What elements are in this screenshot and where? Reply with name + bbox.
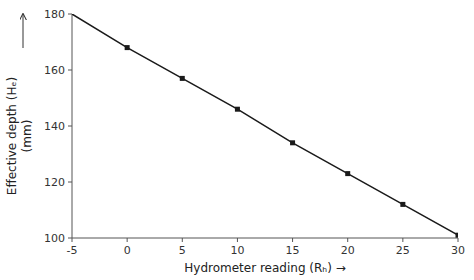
x-tick [292,238,293,242]
x-tick [72,238,73,242]
data-point [456,233,459,238]
data-point [290,140,295,145]
x-tick-label: 5 [179,244,186,257]
x-axis-line [72,238,458,239]
data-point [180,76,185,81]
x-tick-label: 20 [341,244,355,257]
x-tick [127,238,128,242]
x-tick [347,238,348,242]
y-tick-label: 140 [44,120,65,133]
x-axis-label: Hydrometer reading (Rₕ) → [184,261,345,275]
y-tick [68,126,72,127]
y-tick [68,70,72,71]
y-tick-label: 120 [44,176,65,189]
y-tick [68,182,72,183]
x-tick-label: 0 [124,244,131,257]
data-point [400,202,405,207]
x-tick-label: 15 [286,244,300,257]
y-axis-label: Effective depth (Hₑ) [5,77,19,195]
x-tick [402,238,403,242]
plot-area [72,14,458,238]
x-tick-label: 25 [396,244,410,257]
x-tick [182,238,183,242]
y-tick [68,14,72,15]
x-tick-label: -5 [67,244,78,257]
x-tick-label: 30 [451,244,465,257]
y-tick-label: 180 [44,8,65,21]
y-tick-label: 160 [44,64,65,77]
data-point [125,45,130,50]
x-tick [458,238,459,242]
y-tick [68,238,72,239]
data-point [345,171,350,176]
y-axis-label: (mm) [20,120,34,153]
x-tick [237,238,238,242]
y-axis-arrow [23,14,24,48]
y-tick-label: 100 [44,232,65,245]
data-point [235,107,240,112]
chart: -5 0 5 10 15 20 25 30 100 120 140 160 180 Hydrometer … [0,0,474,280]
x-tick-label: 10 [230,244,244,257]
data-line [72,14,458,235]
